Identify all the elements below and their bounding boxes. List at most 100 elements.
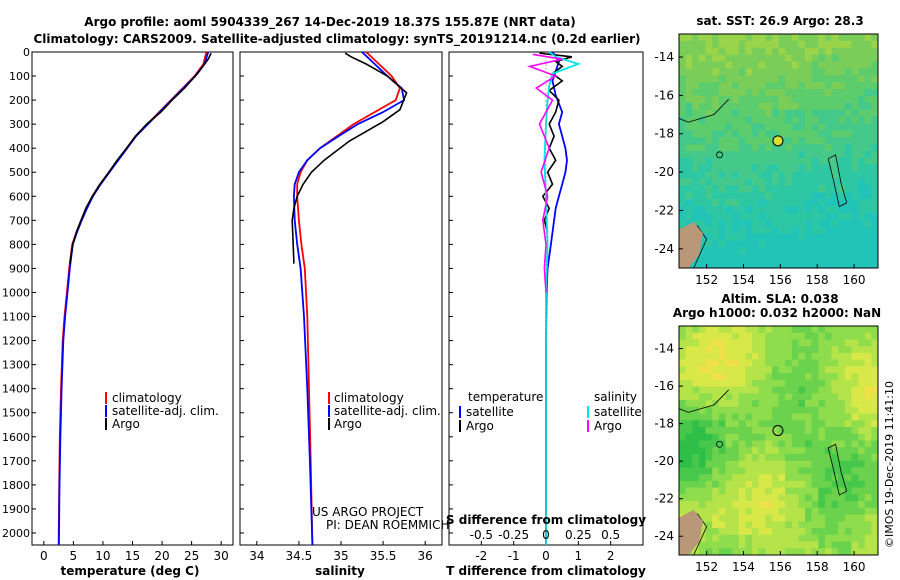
map-cell: [698, 261, 706, 269]
map-cell: [838, 406, 846, 414]
map-cell: [771, 474, 779, 482]
map-cell: [712, 447, 720, 455]
map-cell: [725, 226, 733, 234]
map-cell: [751, 507, 759, 515]
map-cell: [718, 54, 726, 62]
reef-outline: [827, 443, 848, 496]
map-cell: [864, 157, 872, 166]
map-cell: [864, 61, 872, 69]
map-cell: [698, 379, 706, 388]
map-cell: [685, 75, 693, 83]
map-cell: [818, 427, 826, 435]
map-cell: [824, 157, 832, 166]
map-cell: [858, 171, 866, 179]
map-cell: [844, 171, 852, 179]
map-cell: [805, 123, 813, 131]
map-cell: [725, 102, 733, 111]
map-cell: [679, 501, 687, 509]
map-cell: [679, 151, 687, 159]
map-cell: [738, 226, 746, 234]
map-cell: [851, 157, 859, 166]
map-cell: [824, 247, 832, 255]
map-cell: [844, 116, 852, 124]
map-cell: [778, 233, 786, 241]
map-cell: [758, 339, 766, 347]
map-cell: [831, 164, 839, 173]
map-cell: [778, 261, 786, 269]
map-cell: [778, 254, 786, 262]
map-cell: [838, 233, 846, 241]
map-cell: [705, 185, 713, 193]
map-cell: [725, 440, 733, 448]
map-cell: [745, 474, 753, 482]
map-cell: [791, 494, 799, 502]
map-cell: [705, 164, 713, 173]
map-cell: [745, 332, 753, 340]
map-cell: [831, 480, 839, 489]
map-cell: [851, 192, 859, 200]
map-cell: [824, 501, 832, 509]
map-cell: [738, 164, 746, 173]
map-cell: [844, 433, 852, 441]
map-cell: [871, 261, 879, 269]
map-cell: [705, 352, 713, 361]
map-cell: [751, 89, 759, 97]
map-cell: [718, 192, 726, 200]
map-cell: [805, 440, 813, 448]
map-cell: [732, 480, 740, 489]
map-cell: [725, 254, 733, 262]
map-cell: [745, 219, 753, 228]
map-cell: [698, 199, 706, 207]
map-cell: [718, 75, 726, 83]
map-cell: [831, 102, 839, 111]
map-cell: [851, 474, 859, 482]
map-cell: [844, 548, 852, 556]
map-cell: [785, 521, 793, 529]
map-cell: [692, 332, 700, 340]
y-tick-label: 100: [9, 70, 30, 83]
map-cell: [751, 460, 759, 468]
map-cell: [698, 151, 706, 159]
map-cell: [725, 116, 733, 124]
map-cell: [791, 226, 799, 234]
x-tick-label: -1: [508, 549, 520, 563]
map-cell: [798, 206, 806, 214]
map-cell: [811, 254, 819, 262]
x-tick-label: 10: [95, 549, 110, 563]
map-cell: [771, 393, 779, 401]
map-cell: [805, 68, 813, 76]
map-cell: [831, 494, 839, 502]
map-cell: [698, 373, 706, 381]
map-cell: [679, 494, 687, 502]
map-cell: [745, 494, 753, 502]
map-cell: [751, 226, 759, 234]
map-cell: [805, 393, 813, 401]
map-cell: [785, 541, 793, 549]
map-cell: [732, 501, 740, 509]
map-cell: [871, 75, 879, 83]
map-cell: [858, 109, 866, 117]
map-cell: [851, 34, 859, 42]
map-cell: [758, 400, 766, 408]
map-cell: [685, 68, 693, 76]
map-cell: [851, 75, 859, 83]
map-cell: [758, 34, 766, 42]
map-cell: [698, 386, 706, 394]
map-cell: [791, 534, 799, 542]
map-cell: [692, 474, 700, 482]
map-cell: [725, 199, 733, 207]
y-tick-label: 1300: [2, 359, 30, 372]
map-cell: [805, 548, 813, 556]
map-cell: [698, 487, 706, 495]
map-cell: [771, 171, 779, 179]
map-cell: [718, 386, 726, 394]
map-cell: [798, 528, 806, 536]
map-cell: [745, 507, 753, 515]
map-cell: [851, 379, 859, 388]
map-cell: [844, 185, 852, 193]
map-cell: [685, 219, 693, 228]
map-cell: [791, 548, 799, 556]
map-cell: [844, 528, 852, 536]
map-cell: [745, 61, 753, 69]
